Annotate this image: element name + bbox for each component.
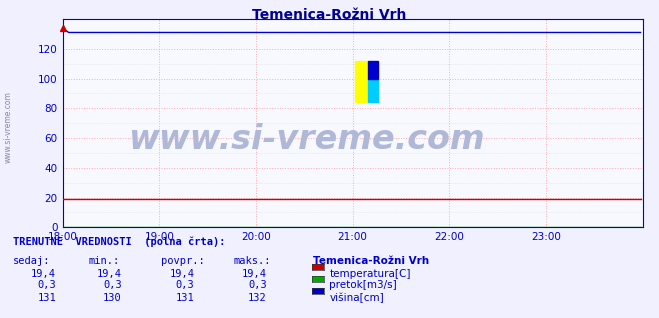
Text: 0,3: 0,3 (38, 280, 56, 290)
Text: 19,4: 19,4 (31, 269, 56, 279)
Bar (368, 80, 378, 102)
Bar (355, 61, 368, 102)
Text: 0,3: 0,3 (248, 280, 267, 290)
Text: pretok[m3/s]: pretok[m3/s] (330, 280, 397, 290)
Text: Temenica-Rožni Vrh: Temenica-Rožni Vrh (252, 8, 407, 22)
Text: 0,3: 0,3 (103, 280, 122, 290)
Text: temperatura[C]: temperatura[C] (330, 269, 411, 279)
Text: višina[cm]: višina[cm] (330, 293, 384, 303)
Text: 19,4: 19,4 (169, 269, 194, 279)
Text: Temenica-Rožni Vrh: Temenica-Rožni Vrh (313, 256, 429, 266)
Text: 131: 131 (176, 293, 194, 302)
Text: 131: 131 (38, 293, 56, 302)
Text: 132: 132 (248, 293, 267, 302)
Text: 19,4: 19,4 (242, 269, 267, 279)
Text: povpr.:: povpr.: (161, 256, 205, 266)
Text: 130: 130 (103, 293, 122, 302)
Text: maks.:: maks.: (234, 256, 272, 266)
Text: www.si-vreme.com: www.si-vreme.com (128, 123, 484, 156)
Text: www.si-vreme.com: www.si-vreme.com (3, 91, 13, 163)
Text: sedaj:: sedaj: (13, 256, 51, 266)
Bar (368, 61, 378, 80)
Text: 19,4: 19,4 (97, 269, 122, 279)
Text: 0,3: 0,3 (176, 280, 194, 290)
Text: TRENUTNE  VREDNOSTI  (polna črta):: TRENUTNE VREDNOSTI (polna črta): (13, 237, 225, 247)
Text: min.:: min.: (89, 256, 120, 266)
